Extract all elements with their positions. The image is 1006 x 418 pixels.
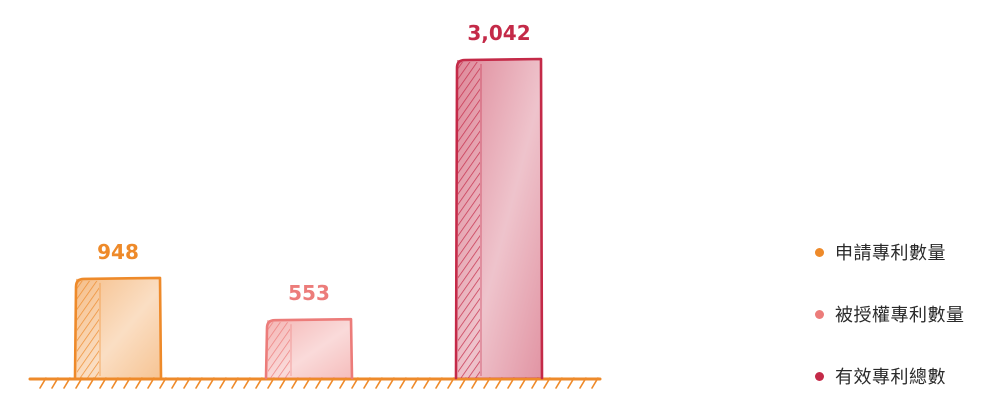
legend-item-valid: 有效專利總數	[815, 364, 1005, 388]
x-axis-hatch-mark	[327, 377, 335, 389]
x-axis-hatch-mark	[123, 377, 131, 389]
legend-dot-icon	[815, 247, 824, 257]
x-axis-hatch-mark	[207, 377, 215, 389]
bar-hatch	[458, 62, 480, 378]
x-axis-hatch-mark	[459, 377, 467, 389]
x-axis-hatch-mark	[111, 377, 119, 389]
x-axis-hatch-mark	[51, 377, 59, 389]
baseline	[28, 377, 602, 389]
bar-hatch	[77, 280, 99, 378]
x-axis-hatch-mark	[387, 377, 395, 389]
x-axis-hatch-mark	[183, 377, 191, 389]
x-axis-hatch-mark	[99, 377, 107, 389]
x-axis-hatch-mark	[555, 377, 563, 389]
bar-outline	[73, 276, 163, 380]
bar	[454, 57, 544, 380]
x-axis-hatch-mark	[447, 377, 455, 389]
x-axis-hatch-mark	[579, 377, 587, 389]
value-labels-group: 948 553 3,042	[97, 21, 531, 305]
x-axis-hatch-mark	[399, 377, 407, 389]
x-axis-hatch-mark	[363, 377, 371, 389]
x-axis-hatch-mark	[435, 377, 443, 389]
bar-value-label: 3,042	[467, 21, 530, 45]
bar-outline	[454, 57, 544, 380]
x-axis-hatch-mark	[591, 377, 599, 389]
bars-group	[73, 57, 544, 380]
bar	[264, 317, 354, 380]
x-axis-hatch-mark	[231, 377, 239, 389]
x-axis-hatch-mark	[75, 377, 83, 389]
x-axis-hatch-mark	[303, 377, 311, 389]
x-axis-hatch-mark	[135, 377, 143, 389]
legend-label: 有效專利總數	[835, 367, 946, 388]
x-axis-hatch-mark	[483, 377, 491, 389]
legend-item-applied: 申請專利數量	[815, 240, 1005, 264]
x-axis-hatch-mark	[39, 377, 47, 389]
x-axis-hatch-mark	[243, 377, 251, 389]
x-axis-hatch-mark	[171, 377, 179, 389]
legend: 申請專利數量 被授權專利數量 有效專利總數	[815, 240, 1005, 418]
x-axis-hatch-mark	[63, 377, 71, 389]
bar	[73, 276, 163, 380]
legend-item-granted: 被授權專利數量	[815, 302, 1005, 326]
x-axis-hatch-mark	[267, 377, 275, 389]
legend-dot-icon	[815, 309, 824, 319]
x-axis-hatch-mark	[543, 377, 551, 389]
x-axis-hatch-mark	[147, 377, 155, 389]
x-axis-hatch-mark	[315, 377, 323, 389]
bar-hatch	[268, 322, 290, 378]
bar-outline	[264, 317, 354, 380]
legend-dot-icon	[815, 371, 824, 381]
x-axis-hatch-mark	[255, 377, 263, 389]
x-axis-hatch-mark	[507, 377, 515, 389]
x-axis-hatch-mark	[411, 377, 419, 389]
x-axis-hatch-mark	[519, 377, 527, 389]
x-axis-hatch-mark	[219, 377, 227, 389]
x-axis-hatch-mark	[279, 377, 287, 389]
x-axis-hatch-mark	[195, 377, 203, 389]
x-axis-hatch-mark	[339, 377, 347, 389]
legend-label: 申請專利數量	[835, 243, 946, 264]
x-axis-hatch-mark	[87, 377, 95, 389]
x-axis-hatch-mark	[423, 377, 431, 389]
x-axis-hatch-mark	[291, 377, 299, 389]
bar-value-label: 948	[97, 240, 139, 264]
bar-value-label: 553	[288, 281, 330, 305]
x-axis-hatch-mark	[375, 377, 383, 389]
x-axis-hatch-mark	[351, 377, 359, 389]
x-axis-hatch-mark	[531, 377, 539, 389]
x-axis-hatch-mark	[159, 377, 167, 389]
x-axis-hatch-mark	[495, 377, 503, 389]
x-axis-hatch-mark	[567, 377, 575, 389]
x-axis-hatch-mark	[471, 377, 479, 389]
legend-label: 被授權專利數量	[835, 305, 965, 326]
